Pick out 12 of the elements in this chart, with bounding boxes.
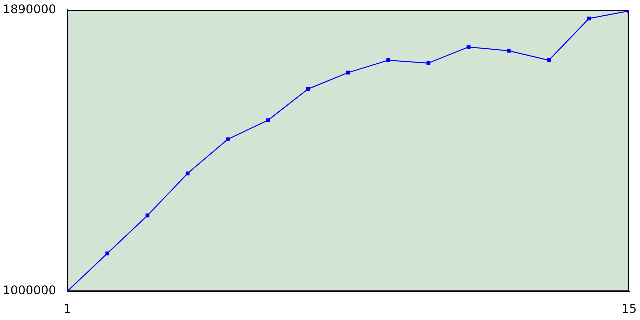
point bbox=[186, 172, 190, 176]
point bbox=[547, 58, 552, 62]
x-tick-label: 1 bbox=[64, 302, 72, 316]
point bbox=[266, 118, 270, 122]
point bbox=[386, 58, 390, 62]
point bbox=[106, 252, 110, 256]
y-tick-label: 1000000 bbox=[2, 284, 56, 298]
x-tick-label: 15 bbox=[622, 302, 638, 316]
point bbox=[507, 49, 511, 53]
y-tick-label: 1890000 bbox=[2, 2, 56, 16]
point bbox=[226, 138, 230, 142]
point bbox=[346, 70, 350, 75]
